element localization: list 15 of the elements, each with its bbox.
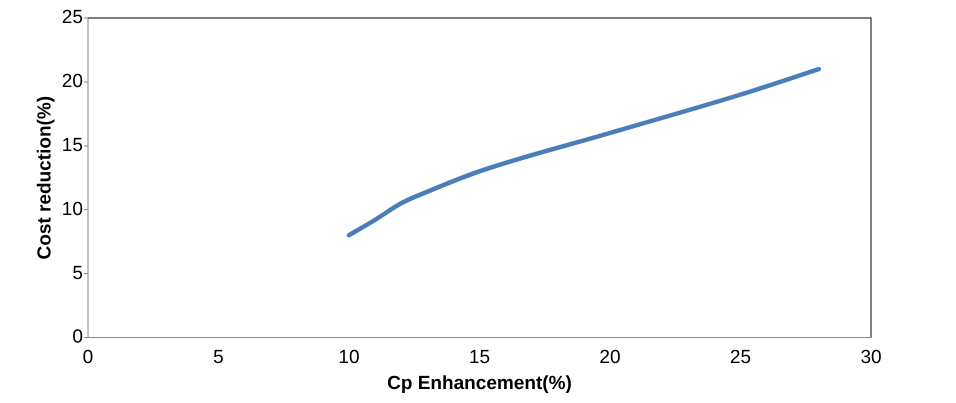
x-tick-label: 30 [860, 347, 882, 368]
x-tick-label: 10 [338, 347, 360, 368]
y-tick-label: 0 [72, 326, 83, 348]
y-tick-label: 25 [62, 7, 83, 28]
line-series [346, 66, 822, 238]
x-axis-title: Cp Enhancement(%) [387, 372, 572, 394]
x-tick-label: 5 [213, 347, 224, 368]
y-tick-label: 15 [62, 134, 83, 156]
y-tick-label: 10 [62, 198, 83, 220]
y-axis-title: Cost reduction(%) [34, 96, 56, 260]
x-tick-label: 15 [468, 347, 490, 368]
y-tick-label: 20 [62, 71, 83, 92]
x-tick-label: 20 [599, 347, 621, 368]
y-tick-label: 5 [72, 262, 83, 284]
x-tick-label: 25 [730, 347, 752, 368]
